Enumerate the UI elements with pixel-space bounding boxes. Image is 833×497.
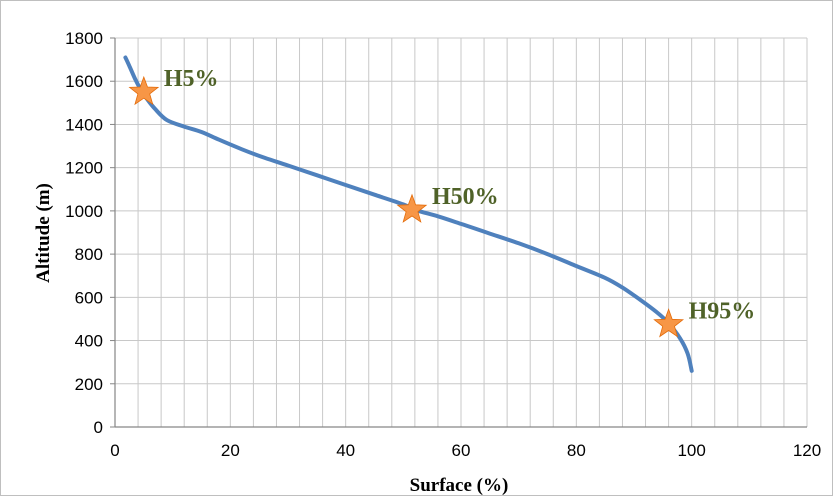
marker-layer: H5% H50% H95%: [128, 66, 756, 338]
tick-labels: 0 200 400 600 800 1000 1200 1400 1600 1800 0 20 40 60…: [65, 29, 821, 460]
y-tick-label: 400: [75, 332, 103, 351]
marker-label: H50%: [432, 184, 499, 210]
y-tick-label: 1000: [65, 202, 103, 221]
star-marker-icon: [128, 75, 160, 106]
axis-layer: [110, 37, 807, 428]
y-tick-label: 0: [94, 418, 103, 437]
x-tick-label: 80: [567, 441, 586, 460]
y-tick-label: 1600: [65, 72, 103, 91]
hypsometric-curve-line: [123, 55, 694, 373]
y-tick-label: 1200: [65, 159, 103, 178]
x-tick-label: 0: [110, 441, 119, 460]
y-axis-title: Altitude (m): [33, 183, 54, 283]
x-axis-title: Surface (%): [410, 475, 509, 496]
y-tick-label: 200: [75, 375, 103, 394]
x-tick-label: 40: [336, 441, 355, 460]
x-tick-label: 100: [677, 441, 705, 460]
star-marker-icon: [653, 308, 685, 338]
star-marker-icon: [396, 193, 428, 223]
grid-layer: [115, 37, 808, 427]
y-tick-label: 600: [75, 288, 103, 307]
x-tick-label: 20: [221, 441, 240, 460]
x-tick-label: 120: [793, 441, 821, 460]
y-tick-label: 1800: [65, 29, 103, 48]
series-layer: [123, 55, 694, 373]
y-tick-label: 1400: [65, 115, 103, 134]
marker-label: H5%: [164, 66, 219, 92]
marker-label: H95%: [689, 298, 756, 324]
y-tick-label: 800: [75, 245, 103, 264]
x-tick-label: 60: [452, 441, 471, 460]
